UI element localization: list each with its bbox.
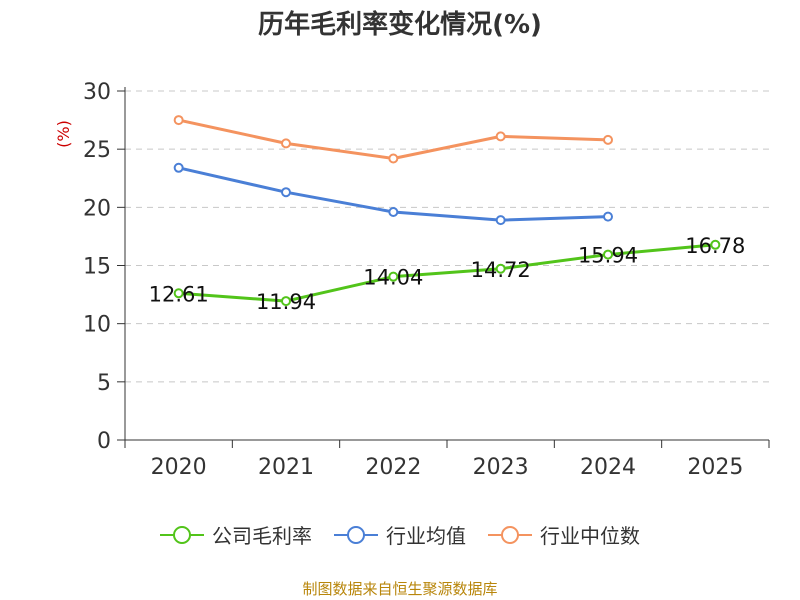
y-tick-label: 15: [83, 255, 111, 280]
x-tick-label: 2020: [151, 455, 207, 480]
x-tick-label: 2021: [258, 455, 314, 480]
x-tick-label: 2024: [580, 455, 636, 480]
legend-item-industry-median[interactable]: 行业中位数: [488, 520, 640, 549]
chart-title: 历年毛利率变化情况(%): [258, 10, 542, 40]
legend-marker-industry-avg: [334, 525, 378, 544]
data-source: 制图数据来自恒生聚源数据库: [302, 580, 498, 598]
data-label: 16.78: [685, 234, 745, 258]
y-tick-label: 0: [97, 429, 111, 454]
data-point: [603, 249, 613, 260]
data-point: [388, 206, 399, 217]
data-point: [495, 263, 506, 274]
series-line: [178, 118, 609, 160]
data-label: 14.72: [471, 258, 531, 282]
data-point: [710, 239, 721, 250]
data-label: 11.94: [256, 290, 316, 314]
x-tick-label: 2025: [687, 455, 743, 480]
x-tick-label: 2022: [365, 455, 421, 480]
data-point: [603, 211, 613, 222]
legend-marker-company: [160, 525, 204, 544]
legend-marker-industry-median: [488, 525, 532, 544]
legend-item-company[interactable]: 公司毛利率: [160, 520, 312, 549]
data-point: [603, 134, 613, 145]
legend: 公司毛利率 行业均值 行业中位数: [0, 520, 800, 549]
legend-label-company: 公司毛利率: [212, 524, 312, 548]
legend-label-industry-avg: 行业均值: [386, 524, 466, 548]
data-point: [388, 153, 399, 164]
data-point: [281, 187, 291, 198]
data-point: [281, 296, 291, 307]
y-tick-label: 10: [83, 313, 111, 338]
y-tick-label: 20: [83, 196, 111, 221]
x-tick-label: 2023: [473, 455, 529, 480]
data-label: 12.61: [149, 282, 209, 306]
data-point: [495, 215, 506, 226]
data-label: 14.04: [363, 266, 423, 290]
data-label: 15.94: [578, 244, 638, 268]
y-tick-label: 30: [83, 80, 111, 105]
data-point: [495, 131, 506, 142]
data-point: [173, 288, 184, 299]
legend-label-industry-median: 行业中位数: [540, 524, 640, 548]
data-point: [388, 271, 399, 282]
y-tick-label: 25: [83, 138, 111, 163]
data-point: [173, 162, 184, 173]
data-point: [281, 138, 291, 149]
data-point: [173, 115, 184, 126]
legend-item-industry-avg[interactable]: 行业均值: [334, 520, 466, 549]
y-tick-label: 5: [97, 371, 111, 396]
series-line: [178, 243, 716, 303]
